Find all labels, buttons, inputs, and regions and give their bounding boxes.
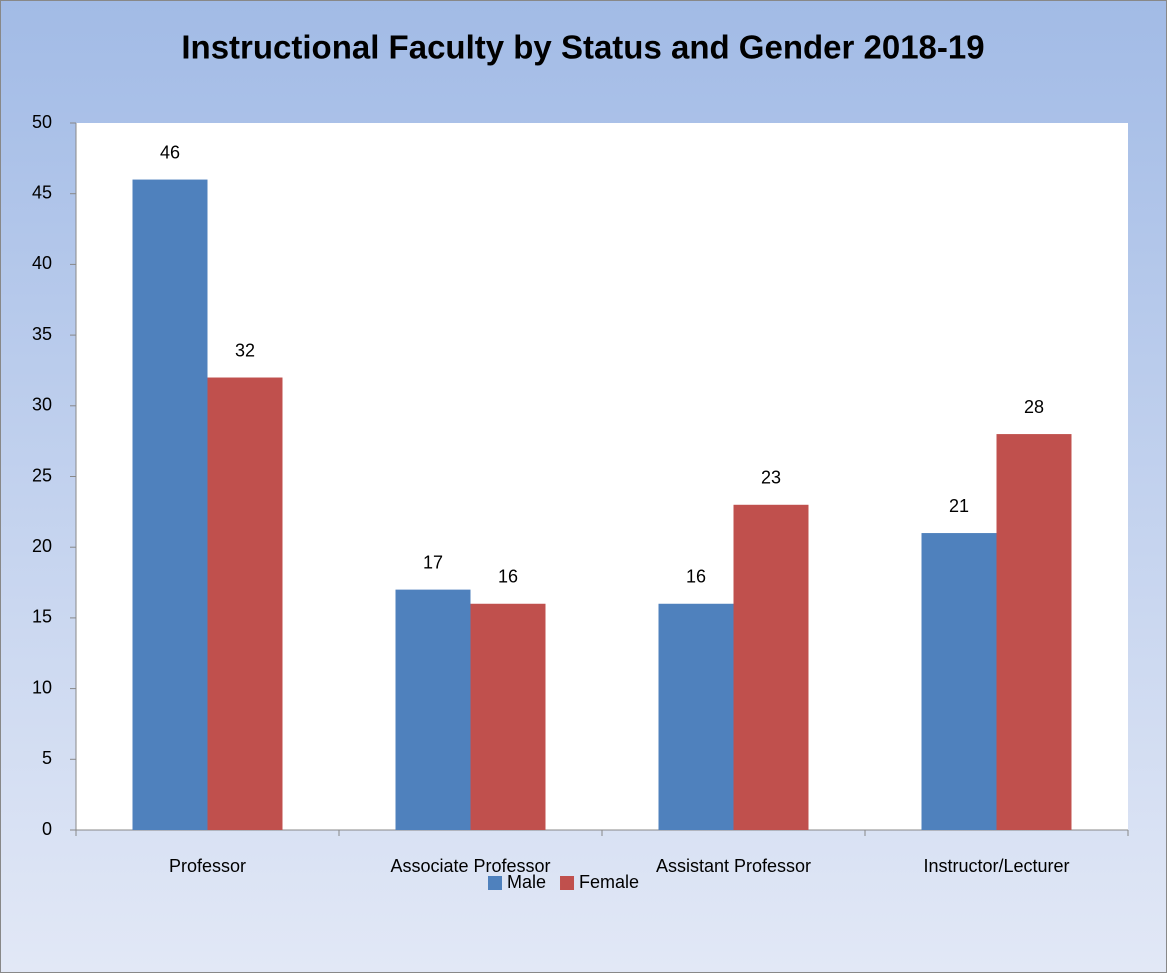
bar <box>921 533 997 830</box>
data-label: 21 <box>949 496 969 516</box>
y-tick-label: 30 <box>32 395 52 415</box>
data-label: 16 <box>498 567 518 587</box>
bar <box>996 434 1072 830</box>
data-label: 28 <box>1024 397 1044 417</box>
y-tick-label: 35 <box>32 324 52 344</box>
legend-swatch <box>560 876 575 890</box>
y-tick-label: 15 <box>32 607 52 627</box>
bar <box>658 603 734 830</box>
data-label: 23 <box>761 468 781 488</box>
x-tick-label: Associate Professor <box>390 856 550 876</box>
bar <box>207 377 283 830</box>
data-label: 32 <box>235 340 255 360</box>
x-tick-label: Assistant Professor <box>656 856 811 876</box>
chart-title: Instructional Faculty by Status and Gend… <box>181 29 984 66</box>
y-tick-label: 5 <box>42 748 52 768</box>
data-label: 46 <box>160 142 180 162</box>
bar <box>733 504 809 830</box>
legend-label: Male <box>507 872 546 892</box>
bar <box>395 589 471 830</box>
y-tick-label: 25 <box>32 465 52 485</box>
legend-label: Female <box>579 872 639 892</box>
y-tick-label: 40 <box>32 253 52 273</box>
y-tick-label: 10 <box>32 677 52 697</box>
bar <box>132 179 208 830</box>
x-tick-label: Instructor/Lecturer <box>923 856 1069 876</box>
bar <box>470 603 546 830</box>
data-label: 16 <box>686 567 706 587</box>
y-tick-label: 50 <box>32 112 52 132</box>
x-tick-label: Professor <box>169 856 246 876</box>
y-tick-label: 45 <box>32 182 52 202</box>
y-tick-label: 0 <box>42 819 52 839</box>
data-label: 17 <box>423 552 443 572</box>
legend-swatch <box>488 876 502 890</box>
y-tick-label: 20 <box>32 536 52 556</box>
